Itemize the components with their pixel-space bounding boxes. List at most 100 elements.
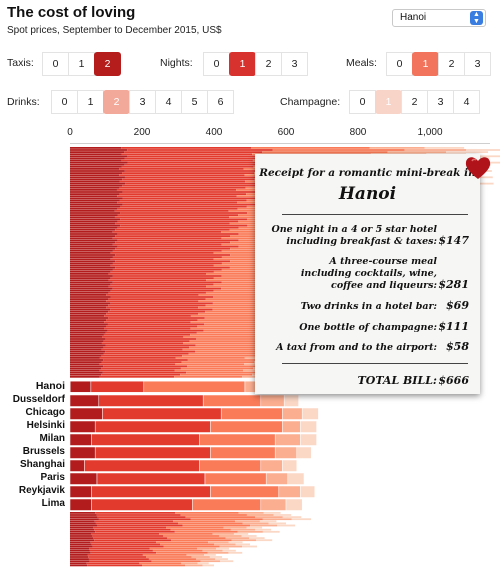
receipt-item-taxi: A taxi from and to the airport: [271, 342, 437, 354]
city-bar-drinks [282, 420, 301, 433]
x-tick-label: 0 [67, 127, 73, 138]
nights-option-1[interactable]: 1 [229, 52, 256, 76]
city-bar-unlabeled-champagne [197, 562, 209, 565]
city-bar-unlabeled-taxi [70, 186, 120, 189]
city-bar-unlabeled-meals [203, 329, 291, 332]
city-bar-unlabeled-hotel [124, 176, 265, 179]
city-bar-drinks [260, 498, 287, 511]
city-bar-unlabeled-taxi [70, 199, 120, 202]
city-bar-unlabeled-hotel [95, 512, 176, 514]
city-bar-unlabeled-taxi [70, 520, 95, 523]
city-bar-unlabeled-hotel [90, 551, 157, 554]
receipt-price-drinks: $69 [446, 299, 469, 312]
city-bar-unlabeled-taxi [70, 346, 104, 349]
city-bar-unlabeled-hotel [117, 220, 239, 223]
city-bar-unlabeled-hotel [125, 182, 265, 185]
city-bar-unlabeled-meals [189, 340, 268, 342]
city-bar-unlabeled-hotel [93, 526, 167, 529]
city-bar-unlabeled-hotel [107, 323, 205, 326]
city-bar-unlabeled-hotel [104, 315, 191, 317]
city-bar-unlabeled-hotel [110, 289, 214, 292]
city-bar-unlabeled-hotel [121, 159, 253, 162]
meals-option-0[interactable]: 0 [386, 52, 413, 76]
city-bar-unlabeled-meals [163, 535, 220, 537]
city-bar-unlabeled-taxi [70, 235, 116, 237]
city-bar-unlabeled-drinks [262, 518, 292, 521]
city-bar-drinks [260, 459, 283, 472]
city-bar-unlabeled-hotel [122, 172, 255, 174]
city-bar-unlabeled-taxi [70, 296, 111, 298]
city-bar-unlabeled-meals [197, 319, 282, 321]
champagne-option-3[interactable]: 3 [427, 90, 454, 114]
receipt-item-line: coffee and liqueurs: [331, 280, 437, 291]
city-bar-unlabeled-taxi [70, 363, 100, 366]
meals-option-3[interactable]: 3 [464, 52, 491, 76]
champagne-option-2[interactable]: 2 [401, 90, 428, 114]
city-bar-unlabeled-meals [196, 331, 280, 334]
city-bar-unlabeled-hotel [106, 300, 199, 303]
city-bar-unlabeled-drinks [223, 526, 247, 529]
city-bar-unlabeled-taxi [70, 214, 118, 216]
champagne-option-0[interactable]: 0 [349, 90, 376, 114]
receipt-divider-bottom [282, 363, 468, 364]
city-bar-unlabeled-hotel [92, 545, 164, 548]
page-title: The cost of loving [7, 4, 136, 21]
city-bar-unlabeled-champagne [209, 556, 223, 558]
drinks-option-2[interactable]: 2 [103, 90, 130, 114]
city-bar-hanoi-hotel [90, 380, 145, 393]
receipt-title: Receipt for a romantic mini-break in [259, 167, 476, 179]
city-bar-champagne [282, 459, 298, 472]
city-bar-unlabeled-taxi [70, 537, 94, 539]
city-bar-unlabeled-champagne [268, 522, 286, 525]
city-bar-unlabeled-taxi [70, 275, 113, 277]
city-bar-unlabeled-meals [180, 373, 253, 376]
city-bar-unlabeled-hotel [106, 319, 198, 321]
city-select[interactable]: Hanoi ▲ ▼ [392, 9, 486, 27]
drinks-option-5[interactable]: 5 [181, 90, 208, 114]
city-bar-unlabeled-taxi [70, 306, 107, 309]
city-bar-unlabeled-taxi [70, 285, 109, 288]
city-bar-unlabeled-hotel [89, 560, 152, 563]
city-bar-unlabeled-hotel [101, 348, 183, 351]
city-bar-unlabeled-hotel [99, 375, 175, 378]
x-tick-label: 600 [277, 127, 295, 138]
city-bar-unlabeled-champagne [228, 541, 243, 544]
drinks-option-6[interactable]: 6 [207, 90, 234, 114]
city-bar-unlabeled-hotel [97, 524, 183, 527]
city-bar-unlabeled-taxi [70, 331, 106, 334]
city-bar-unlabeled-champagne [249, 537, 265, 539]
receipt-card: Receipt for a romantic mini-break in Han… [255, 154, 480, 394]
drinks-option-3[interactable]: 3 [129, 90, 156, 114]
city-bar-unlabeled-taxi [70, 300, 107, 303]
city-bar-meals [202, 394, 262, 407]
city-bar-unlabeled-meals [149, 547, 198, 550]
city-bar-unlabeled-hotel [117, 195, 237, 198]
champagne-option-4[interactable]: 4 [453, 90, 480, 114]
city-label: Reykjavik [18, 485, 65, 496]
city-bar-unlabeled-taxi [70, 367, 102, 370]
nights-option-3[interactable]: 3 [281, 52, 308, 76]
drinks-option-1[interactable]: 1 [77, 90, 104, 114]
city-bar-unlabeled-taxi [70, 184, 123, 187]
city-bar-unlabeled-taxi [70, 233, 118, 235]
city-bar-unlabeled-taxi [70, 526, 94, 529]
city-bar-unlabeled-hotel [117, 233, 239, 235]
city-bar-unlabeled-taxi [70, 207, 118, 210]
city-bar-unlabeled-hotel [124, 151, 263, 153]
city-bar-unlabeled-drinks [185, 564, 203, 567]
city-bar-hanoi-meals [143, 380, 246, 393]
city-bar-unlabeled-taxi [70, 344, 106, 347]
city-bar-unlabeled-meals [146, 556, 192, 558]
city-bar-unlabeled-taxi [70, 319, 107, 321]
city-bar-unlabeled-champagne [424, 147, 465, 149]
taxis-option-2[interactable]: 2 [94, 52, 121, 76]
city-bar-unlabeled-taxi [70, 359, 104, 361]
city-select-value: Hanoi [400, 12, 427, 23]
city-bar-unlabeled-hotel [117, 207, 238, 210]
city-bar-unlabeled-meals [156, 551, 208, 554]
city-bar-unlabeled-taxi [70, 205, 120, 208]
drinks-option-4[interactable]: 4 [155, 90, 182, 114]
city-bar-unlabeled-hotel [112, 256, 222, 258]
nights-option-0[interactable]: 0 [203, 52, 230, 76]
city-bar-unlabeled-taxi [70, 193, 120, 195]
